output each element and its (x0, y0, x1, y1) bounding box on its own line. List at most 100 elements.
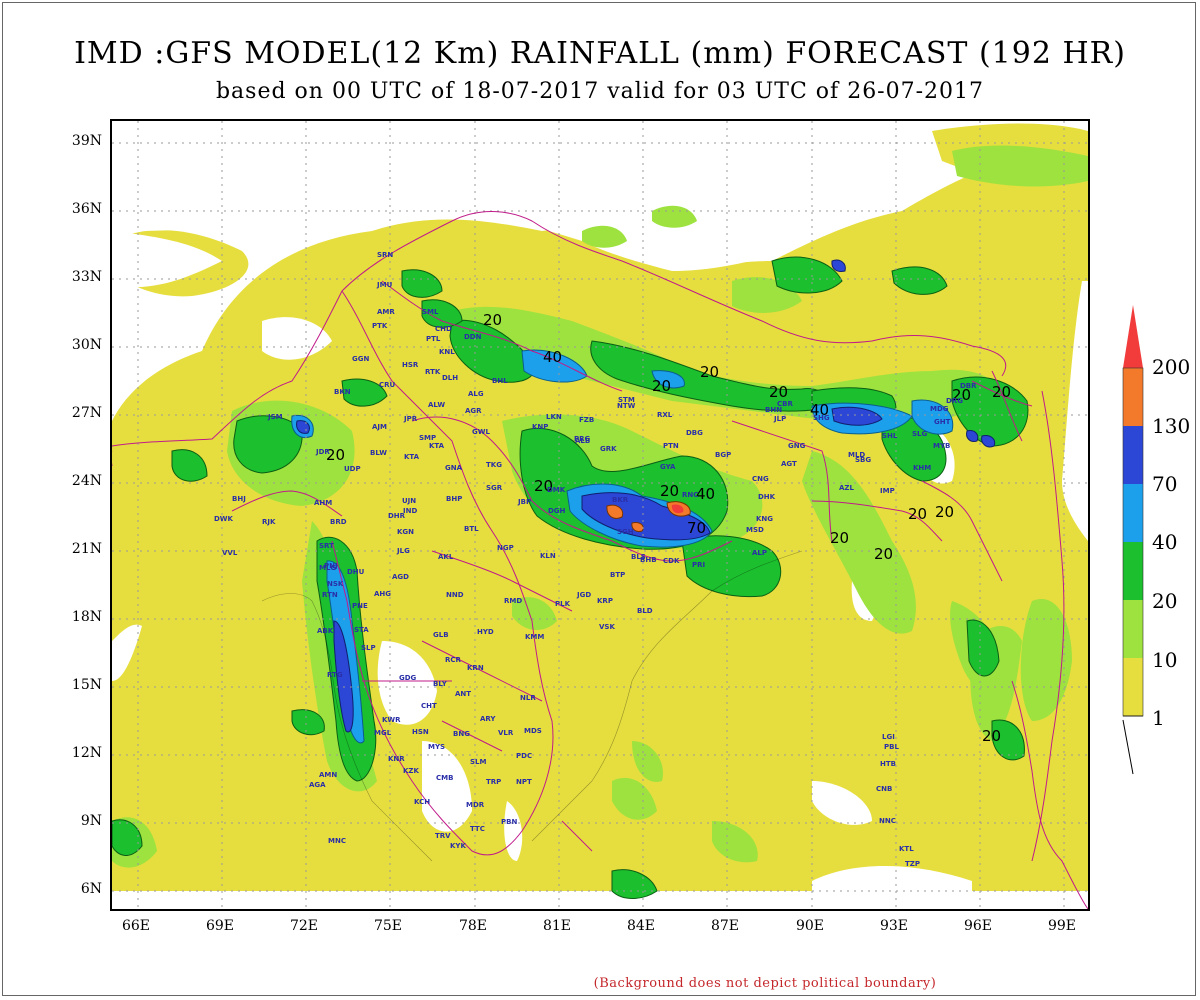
city-label: AGA (309, 781, 326, 789)
city-label: TTC (470, 825, 485, 833)
legend-label: 10 (1152, 648, 1178, 672)
city-label: PBN (501, 818, 517, 826)
city-label: KYK (450, 842, 466, 850)
city-label: PDC (516, 752, 532, 760)
contour-label: 20 (660, 482, 679, 500)
contour-label: 20 (534, 477, 553, 495)
contour-label: 40 (543, 348, 562, 366)
lon-label: 90E (795, 918, 825, 934)
city-label: HSR (402, 361, 419, 369)
city-label: SHG (813, 414, 830, 422)
legend-label: 200 (1152, 355, 1191, 379)
lat-label: 30N (71, 337, 102, 353)
city-label: SMP (419, 434, 436, 442)
city-label: MYS (428, 743, 445, 751)
contour-label: 20 (874, 545, 893, 563)
city-label: MGL (374, 729, 392, 737)
city-label: KGN (397, 528, 414, 536)
contour-label: 20 (992, 383, 1011, 401)
city-label: KTL (899, 845, 914, 853)
city-label: DHR (388, 512, 406, 520)
legend-swatch (1123, 658, 1143, 716)
city-label: ARY (480, 715, 496, 723)
city-label: GHT (934, 418, 951, 426)
city-label: DHK (758, 493, 776, 501)
city-label: JSM (267, 413, 283, 421)
city-label: PRG (574, 435, 591, 443)
contour-label: 20 (908, 505, 927, 523)
city-label: MLD (848, 451, 865, 459)
city-label: KRP (597, 597, 613, 605)
city-label: BGP (715, 451, 731, 459)
city-label: KCH (414, 798, 430, 806)
city-label: CHT (421, 702, 437, 710)
legend-label: 130 (1152, 414, 1191, 438)
contour-label: 20 (769, 383, 788, 401)
city-label: SRT (319, 542, 334, 550)
city-label: SHL (882, 432, 898, 440)
city-label: BHB (640, 556, 657, 564)
city-label: SGH (617, 528, 634, 536)
city-label: LKN (546, 413, 562, 421)
city-label: KTA (429, 442, 445, 450)
city-label: BLY (433, 680, 448, 688)
city-label: DBG (686, 429, 703, 437)
legend-label: 70 (1152, 472, 1178, 496)
city-label: DGH (548, 507, 566, 515)
city-label: NPT (516, 778, 532, 786)
city-label: STM (618, 396, 635, 404)
city-label: BLD (637, 607, 653, 615)
city-label: TKG (486, 461, 502, 469)
lat-label: 27N (71, 405, 102, 421)
city-label: SGR (486, 484, 503, 492)
city-label: NTW (617, 402, 636, 410)
city-label: CMB (436, 774, 453, 782)
city-label: STA (354, 626, 369, 634)
lat-label: 39N (71, 133, 102, 149)
city-label: GRK (600, 445, 617, 453)
city-label: BHN (765, 406, 782, 414)
rainfall-map[interactable]: 20 40 20 20 20 40 20 20 20 20 40 70 20 2… (110, 119, 1090, 911)
city-label: KMM (525, 633, 544, 641)
city-label: GNA (445, 464, 463, 472)
city-label: VSK (599, 623, 615, 631)
city-label: RJK (262, 518, 276, 526)
contour-labels: 20 40 20 20 20 40 20 20 20 20 40 70 20 2… (326, 311, 1011, 745)
city-label: BHL (492, 377, 508, 385)
city-label: ALB (575, 437, 590, 445)
legend-label: 20 (1152, 589, 1178, 613)
city-label: JGD (576, 591, 591, 599)
city-label: AMR (377, 308, 395, 316)
city-label: IMP (880, 487, 895, 495)
city-label: BRD (330, 518, 347, 526)
legend-label: 40 (1152, 530, 1178, 554)
city-label: KWR (382, 716, 401, 724)
city-label: KNL (439, 348, 455, 356)
city-label: DRG (946, 397, 963, 405)
city-label: RTG (327, 671, 343, 679)
city-label: AGT (781, 460, 797, 468)
city-label: IND (403, 507, 417, 515)
contour-label: 20 (935, 503, 954, 521)
lat-label: 36N (71, 201, 102, 217)
legend-swatch (1123, 368, 1143, 426)
city-label: SRN (377, 251, 393, 259)
footnote-boundary-disclaimer: (Background does not depict political bo… (593, 976, 937, 991)
boundary-lines (112, 211, 1088, 909)
rainfall-map-canvas: 20 40 20 20 20 40 20 20 20 20 40 70 20 2… (112, 121, 1088, 909)
city-label: BTL (464, 525, 479, 533)
lon-label: 78E (458, 918, 488, 934)
contour-label: 40 (696, 485, 715, 503)
coastline (261, 550, 803, 862)
city-label: AKL (438, 553, 454, 561)
lat-label: 21N (71, 541, 102, 557)
lat-label: 12N (71, 745, 102, 761)
city-label: DHU (347, 568, 365, 576)
city-label: RXL (657, 411, 673, 419)
city-label: BLS (631, 553, 646, 561)
lon-label: 81E (542, 918, 572, 934)
city-label: DBR (960, 382, 977, 390)
city-label: HSN (412, 728, 429, 736)
city-label: AHG (374, 590, 391, 598)
city-label: KHM (913, 464, 931, 472)
